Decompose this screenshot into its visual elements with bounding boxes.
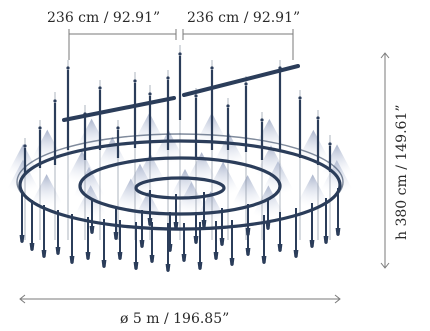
pendant-bulb: [167, 244, 173, 252]
pendant-fixtures: [19, 52, 341, 272]
rod-cap: [178, 52, 182, 56]
pendant-bulb: [197, 262, 203, 270]
pendant-bulb: [219, 238, 225, 246]
middle-ring: [78, 156, 282, 216]
glow-cone: [30, 174, 63, 208]
pendant-bulb: [149, 255, 155, 263]
pendant-bulb: [229, 258, 235, 266]
glow-cone: [194, 191, 227, 225]
glow-cone: [207, 161, 240, 195]
pendant-bulb: [309, 240, 315, 248]
glow-cone: [297, 129, 330, 163]
glow-cone: [169, 168, 202, 202]
rod-cap: [316, 116, 320, 120]
pendant-bulb: [69, 256, 75, 264]
rings: [16, 133, 344, 231]
glow-cone: [96, 136, 129, 170]
pendant-bulb: [201, 220, 207, 228]
pendant-bulb: [213, 252, 219, 260]
glow-cone: [262, 161, 295, 195]
pendant-bulb: [139, 240, 145, 248]
pendant-bulb: [193, 236, 199, 244]
pendant-bulb: [147, 218, 153, 226]
rod-cap: [328, 142, 332, 146]
glow-cone: [296, 174, 329, 208]
rod-cap: [116, 126, 120, 130]
top-width-dimension: [68, 29, 294, 60]
rod-cap: [298, 96, 302, 100]
pendant-bulb: [245, 248, 251, 256]
pendant-bulb: [89, 226, 95, 234]
pendant-bulb: [265, 222, 271, 230]
rod-cap: [166, 76, 170, 80]
inner-ring: [134, 176, 226, 200]
pendant-bulb: [113, 232, 119, 240]
pendant-bulb: [181, 254, 187, 262]
rod-cap: [133, 79, 137, 83]
pendant-bulb: [29, 243, 35, 251]
rod-cap: [98, 86, 102, 90]
pendant-bulb: [293, 250, 299, 258]
diameter-label: ø 5 m / 196.85”: [120, 311, 229, 327]
rod-cap: [83, 112, 87, 116]
rod-cap: [244, 82, 248, 86]
glow-cone: [213, 133, 246, 167]
rod-cap: [23, 144, 27, 148]
pendant-bulb: [335, 228, 341, 236]
rod-cap: [210, 66, 214, 70]
top-bar-left: [62, 96, 176, 122]
pendant-bulb: [165, 264, 171, 272]
rod-cap: [226, 104, 230, 108]
glow-cone: [132, 191, 165, 225]
width-right-label: 236 cm / 92.91”: [187, 10, 300, 26]
rod-cap: [148, 92, 152, 96]
rod-cap: [194, 94, 198, 98]
rod-cap: [53, 99, 57, 103]
pendant-bulb: [117, 252, 123, 260]
pendant-bulb: [133, 262, 139, 270]
glow-cone: [231, 175, 264, 209]
pendant-bulb: [85, 252, 91, 260]
pendant-bulb: [101, 260, 107, 268]
outer-ring: [18, 139, 342, 231]
height-label: h 380 cm / 149.61”: [394, 104, 410, 240]
outer-ring-edge: [16, 133, 344, 231]
pendant-bulb: [19, 235, 25, 243]
rod-cap: [260, 118, 264, 122]
pendant-bulb: [55, 247, 61, 255]
height-dimension: [380, 52, 390, 269]
width-left-label: 236 cm / 92.91”: [47, 10, 160, 26]
rod-cap: [278, 66, 282, 70]
rod-cap: [38, 126, 42, 130]
pendant-bulb: [323, 236, 329, 244]
rod-cap: [66, 66, 70, 70]
pendant-bulb: [173, 222, 179, 230]
pendant-bulb: [41, 250, 47, 258]
diameter-dimension: [19, 294, 341, 304]
pendant-bulb: [245, 228, 251, 236]
pendant-bulb: [277, 244, 283, 252]
pendant-bulb: [261, 256, 267, 264]
glow-cone: [74, 185, 107, 219]
